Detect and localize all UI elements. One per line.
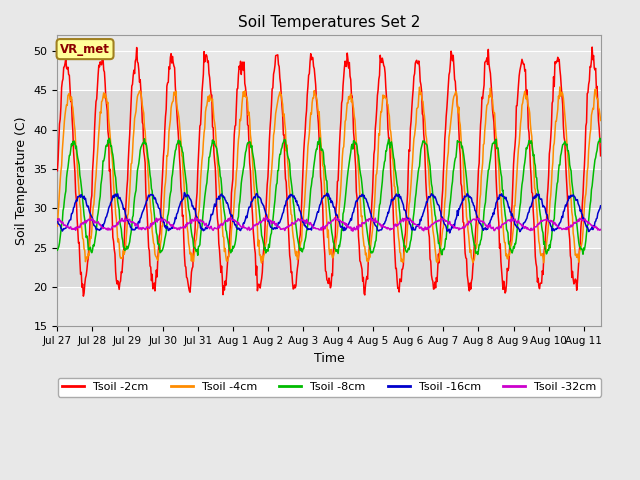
Bar	[58, 51, 601, 90]
X-axis label: Time: Time	[314, 352, 345, 365]
Title: Soil Temperatures Set 2: Soil Temperatures Set 2	[238, 15, 420, 30]
Text: VR_met: VR_met	[60, 43, 110, 56]
Bar	[58, 90, 601, 130]
Y-axis label: Soil Temperature (C): Soil Temperature (C)	[15, 117, 28, 245]
Bar	[58, 248, 601, 287]
Bar	[58, 208, 601, 248]
Bar	[58, 287, 601, 326]
Legend: Tsoil -2cm, Tsoil -4cm, Tsoil -8cm, Tsoil -16cm, Tsoil -32cm: Tsoil -2cm, Tsoil -4cm, Tsoil -8cm, Tsoi…	[58, 378, 601, 396]
Bar	[58, 169, 601, 208]
Bar	[58, 130, 601, 169]
